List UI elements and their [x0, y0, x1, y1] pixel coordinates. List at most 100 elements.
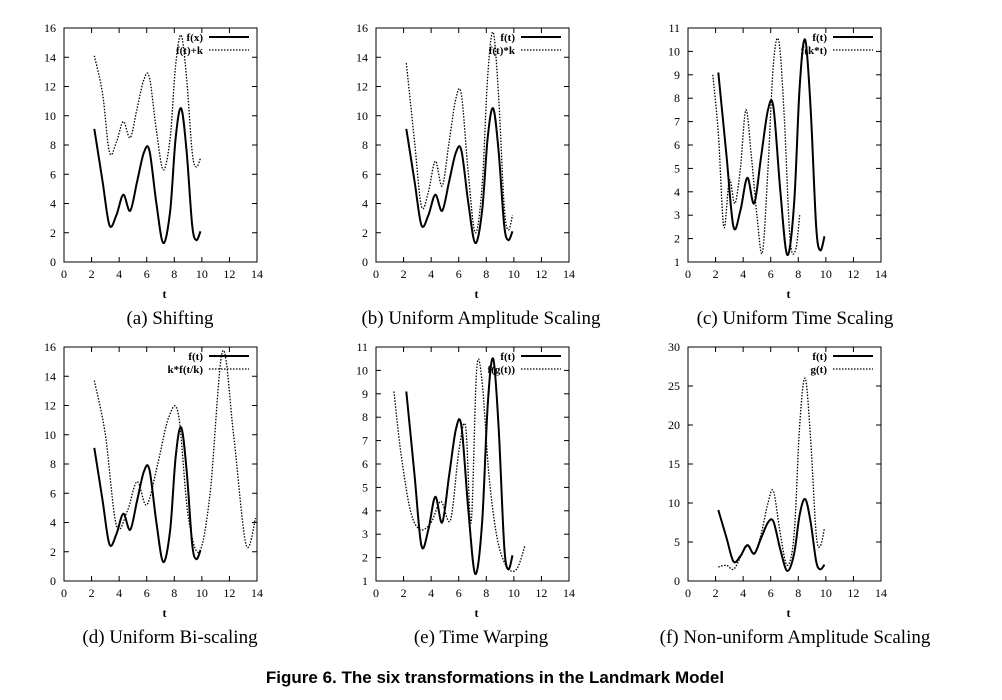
- x-tick-label: 12: [223, 586, 235, 600]
- x-tick-label: 6: [144, 267, 150, 281]
- x-tick-label: 2: [401, 586, 407, 600]
- caption-e: (e) Time Warping: [413, 627, 549, 648]
- x-tick-label: 4: [116, 586, 122, 600]
- legend-label: f(t)*k: [489, 45, 516, 57]
- caption-d: (d) Uniform Bi-scaling: [82, 627, 258, 648]
- x-tick-label: 14: [563, 267, 575, 281]
- y-tick-label: 9: [362, 387, 368, 401]
- x-axis-label: t: [475, 606, 479, 620]
- x-tick-label: 10: [196, 267, 208, 281]
- x-tick-label: 0: [685, 267, 691, 281]
- y-tick-label: 10: [668, 496, 680, 510]
- legend-label: f(t): [812, 32, 827, 44]
- y-tick-label: 20: [668, 418, 680, 432]
- caption-b: (b) Uniform Amplitude Scaling: [361, 308, 601, 329]
- series-line-dotted: [405, 31, 514, 234]
- y-tick-label: 4: [362, 504, 368, 518]
- y-tick-label: 6: [50, 167, 56, 181]
- y-tick-label: 6: [362, 457, 368, 471]
- x-tick-label: 2: [713, 267, 719, 281]
- caption-a: (a) Shifting: [126, 308, 214, 329]
- series-line-dotted: [93, 349, 257, 553]
- series-line-solid: [405, 107, 514, 245]
- x-tick-label: 10: [196, 586, 208, 600]
- legend-label: g(t): [811, 364, 828, 376]
- y-tick-label: 9: [674, 68, 680, 82]
- x-tick-label: 2: [713, 586, 719, 600]
- y-tick-label: 14: [44, 369, 56, 383]
- x-tick-label: 8: [171, 586, 177, 600]
- x-axis-label: t: [475, 287, 479, 301]
- legend-label: f(t): [812, 351, 827, 363]
- x-tick-label: 6: [456, 267, 462, 281]
- series-line-solid: [717, 38, 826, 257]
- x-tick-label: 8: [483, 586, 489, 600]
- y-tick-label: 8: [50, 457, 56, 471]
- y-tick-label: 16: [44, 340, 56, 354]
- x-tick-label: 8: [483, 267, 489, 281]
- caption-c: (c) Uniform Time Scaling: [696, 308, 894, 329]
- x-tick-label: 6: [768, 267, 774, 281]
- y-tick-label: 0: [362, 255, 368, 269]
- y-tick-label: 0: [674, 574, 680, 588]
- x-tick-label: 4: [740, 586, 746, 600]
- y-tick-label: 10: [356, 109, 368, 123]
- x-tick-label: 2: [89, 586, 95, 600]
- y-tick-label: 2: [362, 551, 368, 565]
- x-tick-label: 12: [535, 267, 547, 281]
- x-tick-label: 6: [768, 586, 774, 600]
- x-tick-label: 12: [847, 586, 859, 600]
- x-tick-label: 10: [508, 586, 520, 600]
- y-tick-label: 2: [362, 226, 368, 240]
- y-tick-label: 4: [50, 516, 56, 530]
- y-tick-label: 2: [674, 232, 680, 246]
- y-tick-label: 1: [362, 574, 368, 588]
- x-tick-label: 6: [144, 586, 150, 600]
- legend-label: f(t): [500, 351, 515, 363]
- y-tick-label: 2: [50, 226, 56, 240]
- y-tick-label: 3: [362, 527, 368, 541]
- x-tick-label: 6: [456, 586, 462, 600]
- y-tick-label: 4: [362, 197, 368, 211]
- x-tick-label: 0: [373, 267, 379, 281]
- y-tick-label: 11: [668, 21, 680, 35]
- caption-f: (f) Non-uniform Amplitude Scaling: [659, 627, 931, 648]
- y-tick-label: 0: [50, 574, 56, 588]
- legend-label: k*f(t/k): [168, 364, 204, 376]
- chart-f: 0 2 4 6 8 10 12 14 0 5 10 15 20 25 30 t f(t)g(t): [668, 340, 887, 620]
- x-tick-label: 0: [61, 586, 67, 600]
- x-tick-label: 4: [428, 267, 434, 281]
- x-tick-label: 4: [740, 267, 746, 281]
- y-tick-label: 15: [668, 457, 680, 471]
- y-tick-label: 30: [668, 340, 680, 354]
- x-tick-label: 0: [373, 586, 379, 600]
- legend-label: f(k*t): [801, 45, 828, 57]
- series-line-dotted: [93, 34, 202, 171]
- y-tick-label: 12: [44, 80, 56, 94]
- chart-a: 0 2 4 6 8 10 12 14 0 2 4 6 8 10 12 14 16 t f(x)f(t)+k: [44, 21, 263, 301]
- x-tick-label: 0: [61, 267, 67, 281]
- series-line-solid: [93, 426, 202, 564]
- x-tick-label: 12: [847, 267, 859, 281]
- x-tick-label: 10: [508, 267, 520, 281]
- chart-d: 0 2 4 6 8 10 12 14 0 2 4 6 8 10 12 14 16 t f(t)k*f(t/k): [44, 340, 263, 620]
- y-tick-label: 5: [674, 535, 680, 549]
- x-tick-label: 0: [685, 586, 691, 600]
- x-tick-label: 10: [820, 267, 832, 281]
- series-line-dotted: [718, 377, 826, 571]
- x-tick-label: 12: [535, 586, 547, 600]
- x-tick-label: 14: [251, 267, 263, 281]
- legend-label: f(x): [187, 32, 204, 44]
- x-tick-label: 2: [401, 267, 407, 281]
- y-tick-label: 6: [674, 138, 680, 152]
- series-line-solid: [405, 357, 514, 576]
- y-tick-label: 10: [44, 109, 56, 123]
- y-tick-label: 10: [356, 363, 368, 377]
- y-tick-label: 4: [674, 185, 680, 199]
- y-tick-label: 8: [50, 138, 56, 152]
- legend-label: f(t): [500, 32, 515, 44]
- x-tick-label: 8: [171, 267, 177, 281]
- x-axis-label: t: [787, 606, 791, 620]
- x-tick-label: 2: [89, 267, 95, 281]
